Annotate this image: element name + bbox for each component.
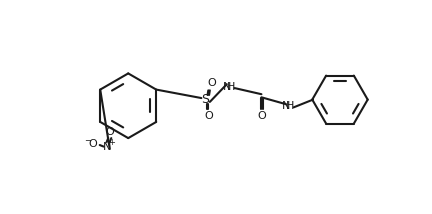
Text: S: S <box>201 93 209 106</box>
Text: O: O <box>205 111 213 121</box>
Text: H: H <box>286 101 294 111</box>
Text: O: O <box>89 139 97 149</box>
Text: −: − <box>84 136 91 145</box>
Text: +: + <box>108 138 115 147</box>
Text: N: N <box>222 82 231 92</box>
Text: N: N <box>103 142 111 152</box>
Text: O: O <box>207 78 216 88</box>
Text: H: H <box>226 82 235 92</box>
Text: O: O <box>257 111 266 121</box>
Text: O: O <box>105 127 114 137</box>
Text: N: N <box>282 101 290 111</box>
